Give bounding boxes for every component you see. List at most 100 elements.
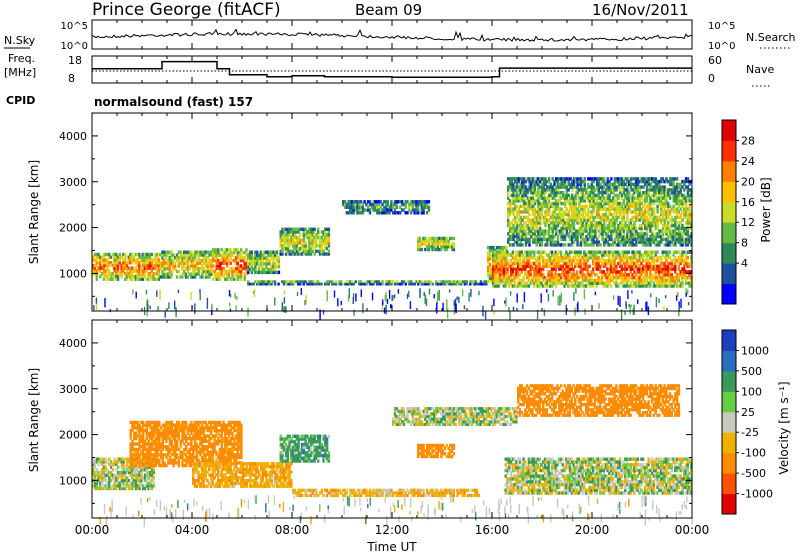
power-cell (675, 275, 679, 280)
power-cell (686, 275, 689, 280)
power-cell (155, 252, 159, 257)
power-cell (487, 260, 490, 264)
power-speck (628, 303, 630, 308)
power-cell (358, 280, 361, 284)
power-cell (528, 221, 531, 225)
power-cell (567, 284, 570, 288)
power-cell (579, 270, 582, 274)
power-cell (522, 264, 525, 268)
power-cell (352, 205, 356, 209)
power-cell (552, 278, 556, 283)
power-cell (325, 238, 329, 242)
power-cell (152, 258, 155, 262)
power-cell (99, 266, 102, 270)
power-cell (487, 265, 490, 270)
power-cell (408, 202, 411, 207)
power-cell (175, 275, 179, 279)
power-cell (434, 239, 438, 243)
power-cell (572, 212, 576, 217)
power-cell (148, 274, 152, 279)
power-cell (574, 278, 577, 283)
power-cell (170, 269, 173, 274)
power-cell (261, 256, 264, 260)
power-cell (618, 256, 622, 260)
power-cell (206, 275, 209, 279)
power-cell (540, 193, 544, 198)
power-cell (688, 270, 691, 274)
power-cell (206, 267, 209, 271)
power-cell (179, 256, 182, 260)
power-cell (233, 258, 236, 263)
power-cell (565, 253, 568, 257)
power-cell (177, 258, 180, 263)
sky-left-tick-bottom: 10^0 (61, 41, 88, 52)
power-cell (584, 259, 588, 263)
power-cell (215, 258, 218, 263)
power-cell (514, 188, 517, 192)
power-cell (624, 273, 627, 277)
power-cell (458, 280, 461, 284)
power-cell (519, 177, 522, 181)
power-cell (487, 257, 490, 261)
power-cell (686, 270, 689, 274)
power-cell (624, 250, 627, 254)
power-cell (492, 267, 495, 271)
power-cell (690, 261, 693, 266)
power-cell (681, 259, 684, 263)
power-cell (581, 278, 584, 283)
power-cell (550, 278, 554, 283)
power-cell (535, 199, 538, 203)
power-cell (268, 267, 272, 272)
power-cell (579, 261, 582, 266)
power-cell (679, 261, 682, 266)
power-cell (604, 275, 607, 280)
power-cell (640, 284, 643, 288)
power-speck (340, 300, 342, 306)
colorbar-segment (722, 181, 736, 203)
power-cell (670, 259, 673, 263)
power-cell (542, 259, 545, 263)
power-cell (688, 264, 691, 268)
power-cell (665, 273, 668, 277)
power-cell (572, 278, 575, 283)
power-cell (531, 221, 535, 225)
power-cell (549, 234, 553, 239)
power-cell (411, 205, 414, 209)
power-cell (592, 261, 595, 266)
power-cell (99, 255, 102, 259)
power-cell (104, 263, 107, 268)
power-cell (368, 280, 372, 284)
power-cell (408, 205, 411, 209)
power-cell (536, 284, 539, 288)
power-cell (560, 215, 563, 220)
power-cell (558, 275, 561, 280)
power-speck (135, 291, 137, 299)
beam-label: Beam 09 (355, 1, 422, 19)
colorbar-tick-label: 12 (741, 216, 755, 229)
power-cell (670, 284, 673, 288)
power-cell (575, 270, 579, 274)
power-speck (190, 291, 192, 300)
power-cell (568, 253, 572, 257)
power-cell (506, 261, 509, 266)
power-cell (433, 247, 436, 252)
power-cell (542, 190, 545, 195)
power-cell (316, 280, 320, 284)
power-cell (599, 278, 602, 283)
power-cell (485, 280, 488, 284)
power-cell (592, 281, 595, 285)
power-cell (519, 237, 522, 242)
power-cell (508, 281, 511, 285)
power-cell (521, 232, 524, 236)
power-cell (675, 273, 679, 277)
power-cell (547, 278, 550, 283)
power-speck (355, 293, 357, 302)
power-cell (347, 200, 350, 204)
power-speck (352, 296, 354, 304)
power-cell (417, 247, 420, 252)
power-cell (667, 284, 670, 288)
power-cell (544, 177, 547, 181)
power-cell (542, 234, 545, 239)
power-speck (156, 290, 158, 297)
power-cell (502, 256, 506, 260)
